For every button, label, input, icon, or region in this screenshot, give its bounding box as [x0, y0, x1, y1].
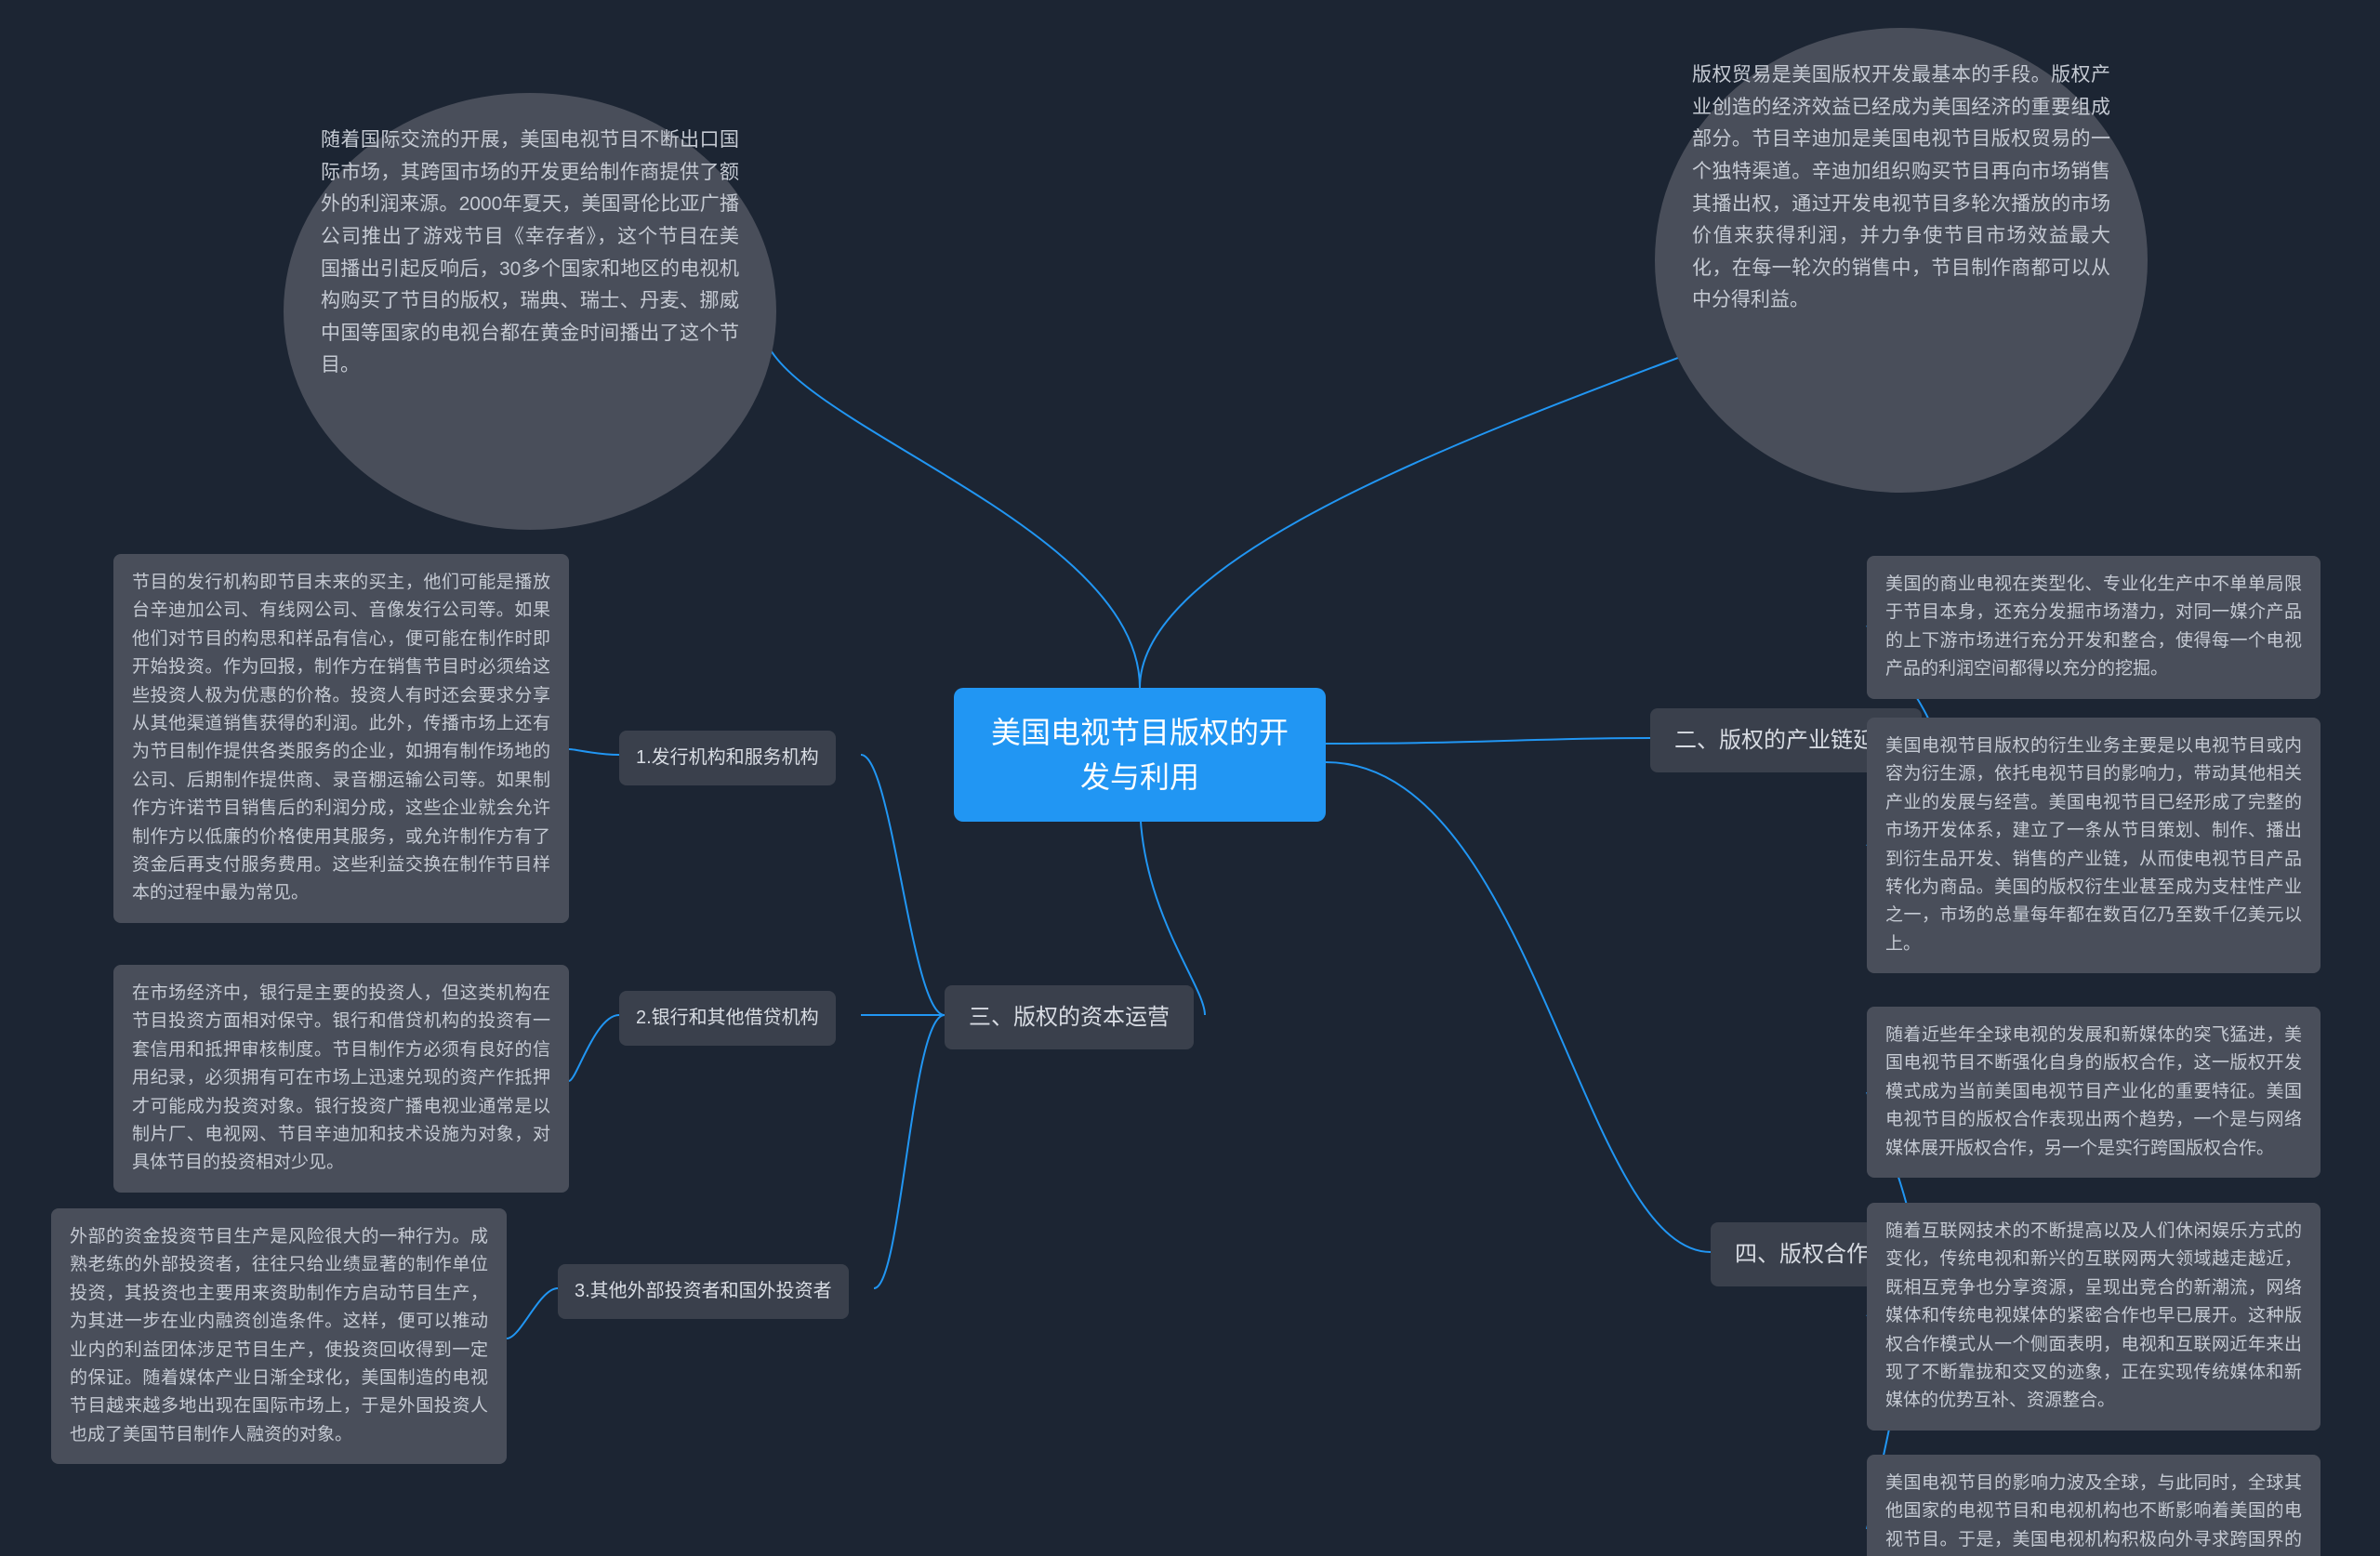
branch-2-child-1[interactable]: 美国的商业电视在类型化、专业化生产中不单单局限于节目本身，还充分发掘市场潜力，对… — [1867, 556, 2320, 699]
branch-3-sub-2[interactable]: 2.银行和其他借贷机构 — [619, 991, 836, 1046]
bubble-right-text: 版权贸易是美国版权开发最基本的手段。版权产业创造的经济效益已经成为美国经济的重要… — [1692, 64, 2110, 310]
branch-3-leaf-2-text: 在市场经济中，银行是主要的投资人，但这类机构在节目投资方面相对保守。银行和借贷机… — [132, 983, 550, 1172]
branch-4[interactable]: 四、版权合作 — [1711, 1222, 1893, 1286]
branch-4-child-3[interactable]: 美国电视节目的影响力波及全球，与此同时，全球其他国家的电视节目和电视机构也不断影… — [1867, 1455, 2320, 1556]
center-node[interactable]: 美国电视节目版权的开发与利用 — [954, 688, 1326, 822]
branch-3-sub-3[interactable]: 3.其他外部投资者和国外投资者 — [558, 1264, 849, 1319]
branch-3-sub-2-label: 2.银行和其他借贷机构 — [636, 1008, 819, 1028]
branch-2-child-2-text: 美国电视节目版权的衍生业务主要是以电视节目或内容为衍生源，依托电视节目的影响力，… — [1885, 736, 2302, 954]
branch-3-leaf-2[interactable]: 在市场经济中，银行是主要的投资人，但这类机构在节目投资方面相对保守。银行和借贷机… — [113, 965, 569, 1193]
branch-4-child-1-text: 随着近些年全球电视的发展和新媒体的突飞猛进，美国电视节目不断强化自身的版权合作，… — [1885, 1025, 2302, 1158]
branch-4-child-2[interactable]: 随着互联网技术的不断提高以及人们休闲娱乐方式的变化，传统电视和新兴的互联网两大领… — [1867, 1203, 2320, 1431]
branch-2-child-1-text: 美国的商业电视在类型化、专业化生产中不单单局限于节目本身，还充分发掘市场潜力，对… — [1885, 574, 2302, 679]
bubble-right[interactable]: 版权贸易是美国版权开发最基本的手段。版权产业创造的经济效益已经成为美国经济的重要… — [1655, 28, 2148, 493]
branch-3-sub-1-label: 1.发行机构和服务机构 — [636, 747, 819, 768]
branch-4-label: 四、版权合作 — [1735, 1242, 1869, 1267]
branch-3-sub-1[interactable]: 1.发行机构和服务机构 — [619, 731, 836, 785]
branch-3-label: 三、版权的资本运营 — [969, 1005, 1170, 1030]
center-label: 美国电视节目版权的开发与利用 — [991, 716, 1289, 794]
bubble-left[interactable]: 随着国际交流的开展，美国电视节目不断出口国际市场，其跨国市场的开发更给制作商提供… — [284, 93, 776, 530]
branch-2-child-2[interactable]: 美国电视节目版权的衍生业务主要是以电视节目或内容为衍生源，依托电视节目的影响力，… — [1867, 718, 2320, 973]
branch-3-leaf-1[interactable]: 节目的发行机构即节目未来的买主，他们可能是播放台辛迪加公司、有线网公司、音像发行… — [113, 554, 569, 923]
branch-3-leaf-1-text: 节目的发行机构即节目未来的买主，他们可能是播放台辛迪加公司、有线网公司、音像发行… — [132, 573, 550, 903]
branch-4-child-3-text: 美国电视节目的影响力波及全球，与此同时，全球其他国家的电视节目和电视机构也不断影… — [1885, 1473, 2302, 1556]
branch-3-leaf-3[interactable]: 外部的资金投资节目生产是风险很大的一种行为。成熟老练的外部投资者，往往只给业绩显… — [51, 1208, 507, 1464]
bubble-left-text: 随着国际交流的开展，美国电视节目不断出口国际市场，其跨国市场的开发更给制作商提供… — [321, 129, 739, 376]
branch-4-child-2-text: 随着互联网技术的不断提高以及人们休闲娱乐方式的变化，传统电视和新兴的互联网两大领… — [1885, 1221, 2302, 1410]
branch-3[interactable]: 三、版权的资本运营 — [945, 985, 1194, 1049]
branch-3-sub-3-label: 3.其他外部投资者和国外投资者 — [575, 1281, 832, 1301]
branch-2-label: 二、版权的产业链延伸 — [1674, 728, 1897, 753]
branch-3-leaf-3-text: 外部的资金投资节目生产是风险很大的一种行为。成熟老练的外部投资者，往往只给业绩显… — [70, 1227, 488, 1444]
branch-4-child-1[interactable]: 随着近些年全球电视的发展和新媒体的突飞猛进，美国电视节目不断强化自身的版权合作，… — [1867, 1007, 2320, 1178]
